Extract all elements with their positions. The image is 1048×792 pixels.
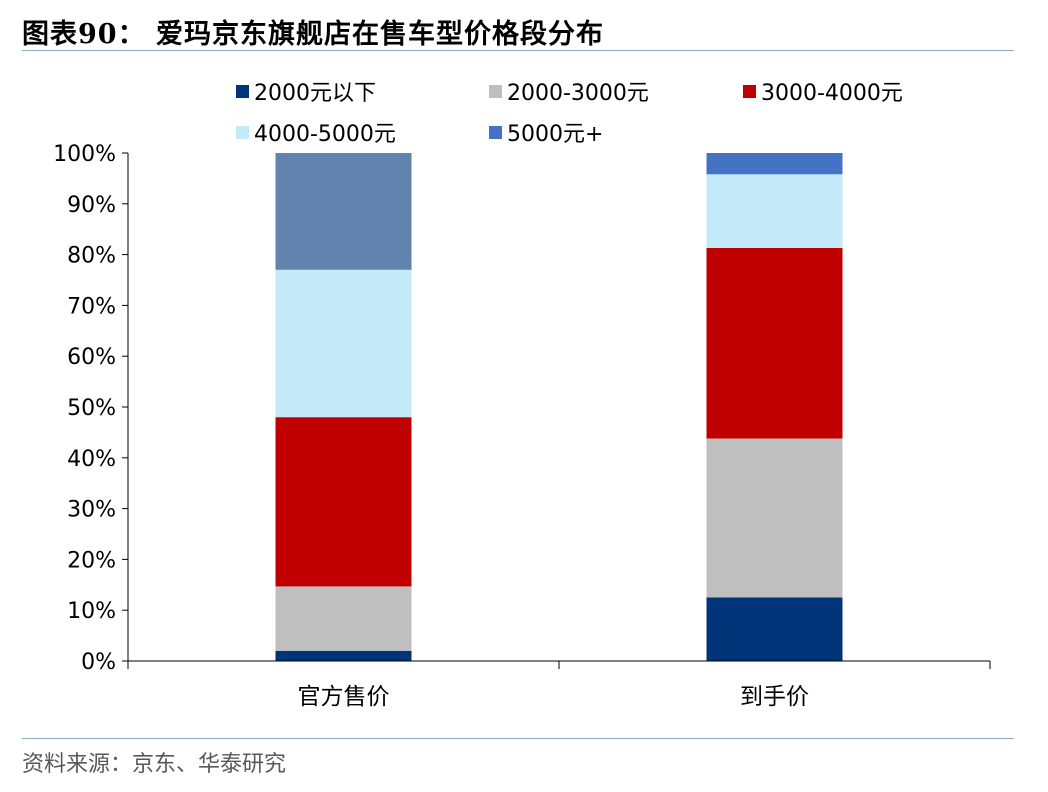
legend-swatch [489, 85, 502, 98]
stacked-bar-chart: 2000元以下 2000-3000元 3000-4000元 4000-5000元 500… [53, 81, 991, 710]
y-tick-label: 20% [67, 548, 116, 573]
y-tick-label: 40% [67, 447, 116, 472]
legend-label: 2000-3000元 [507, 81, 649, 106]
y-tick-label: 50% [67, 396, 116, 421]
bar-segment-1-3 [275, 417, 412, 587]
bar-segment-1-4 [275, 269, 412, 418]
bar-segment-2-2 [706, 438, 843, 598]
legend-label: 2000元以下 [254, 81, 376, 106]
y-tick-label: 70% [67, 294, 116, 319]
x-tick-label: 到手价 [740, 684, 809, 710]
source-divider [22, 738, 1014, 739]
bar-segment-1-1 [275, 650, 412, 661]
y-tick-label: 60% [67, 345, 116, 370]
legend-label: 5000元+ [507, 122, 603, 147]
title-divider [22, 50, 1014, 51]
source-note: 资料来源：京东、华泰研究 [22, 752, 287, 777]
y-tick-label: 100% [53, 142, 116, 167]
bar-segment-2-5 [706, 153, 843, 175]
y-tick-label: 0% [81, 650, 116, 675]
x-tick-label: 官方售价 [298, 684, 390, 710]
legend-swatch [489, 126, 502, 139]
legend: 2000元以下 2000-3000元 3000-4000元 4000-5000元 500… [236, 81, 903, 147]
y-tick-label: 10% [67, 599, 116, 624]
legend-swatch [236, 126, 249, 139]
plot-area: 官方售价 到手价 0% 10% 20% 30% 40% 50% 60% 70% 80% 90% 100% [53, 142, 991, 710]
legend-swatch [743, 85, 756, 98]
legend-swatch [236, 85, 249, 98]
bar-segment-1-5 [275, 153, 412, 270]
page-title: 图表90： 爱玛京东旗舰店在售车型价格段分布 [22, 19, 604, 50]
y-tick-label: 30% [67, 498, 116, 523]
y-tick-label: 90% [67, 193, 116, 218]
legend-label: 4000-5000元 [254, 122, 396, 147]
bar-segment-1-2 [275, 586, 412, 651]
legend-label: 3000-4000元 [761, 81, 903, 106]
bar-segment-2-1 [706, 597, 843, 661]
bar-segment-2-3 [706, 248, 843, 439]
bar-segment-2-4 [706, 174, 843, 248]
y-tick-label: 80% [67, 244, 116, 269]
